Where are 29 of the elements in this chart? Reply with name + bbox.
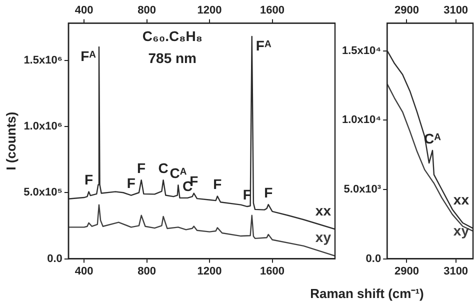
series-label: xx: [453, 192, 470, 208]
x-tick-label: 1600: [260, 265, 285, 278]
x-tick-label: 1200: [197, 265, 222, 278]
series-label: xy: [453, 222, 470, 238]
y-tick-label: 1.0x10⁶: [24, 120, 62, 132]
annotation: Cᴬ: [170, 164, 187, 181]
annotation: F: [84, 172, 94, 188]
y-tick-label: 5.0x10⁵: [24, 186, 62, 199]
annotation: F: [213, 176, 222, 192]
chart-title: C₆₀.C₈H₈: [142, 28, 202, 44]
annotation: F: [126, 175, 136, 192]
y-tick-label: 5.0x10³: [344, 184, 382, 196]
series-label: xy: [315, 229, 332, 246]
series-label: xx: [315, 202, 332, 219]
x-axis-title: Raman shift (cm⁻¹): [309, 285, 425, 302]
annotation: F: [137, 160, 146, 176]
annotation: C: [158, 160, 168, 176]
y-axis-title: I (counts): [3, 112, 18, 170]
annotation: Fᴬ: [80, 48, 96, 64]
text: 785 nm: [148, 50, 197, 66]
annotation: Fᴬ: [256, 37, 272, 54]
y-tick-label: 0.0: [47, 252, 62, 265]
y-tick-label: 1.0x10⁴: [342, 114, 382, 126]
y-tick-label: 1.5x10⁶: [24, 54, 62, 66]
y-tick-label: 0.0: [366, 252, 382, 265]
annotation: F: [264, 184, 274, 200]
x-tick-label: 400: [74, 265, 94, 278]
y-tick-label: 1.5x10⁴: [342, 44, 382, 57]
x-tick-label: 800: [138, 265, 156, 278]
